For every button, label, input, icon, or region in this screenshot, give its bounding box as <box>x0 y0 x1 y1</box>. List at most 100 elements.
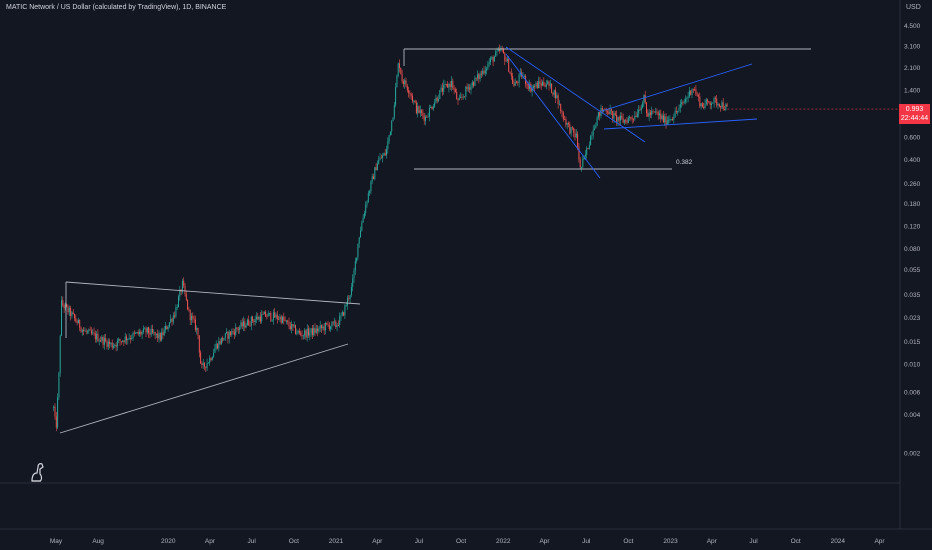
candle-body <box>71 312 73 317</box>
candle-body <box>217 343 219 349</box>
candle-body <box>709 102 711 106</box>
candle-body <box>201 363 203 366</box>
candle-body <box>721 102 723 108</box>
candle-body <box>675 111 677 113</box>
candle-body <box>613 113 615 119</box>
candle-body <box>266 316 268 318</box>
candle-body <box>265 311 267 317</box>
candle-body <box>499 48 501 51</box>
candle-body <box>634 115 636 120</box>
candle-body <box>584 154 586 157</box>
candle-body <box>441 87 443 92</box>
candle-body <box>552 92 554 95</box>
candle-body <box>179 289 181 297</box>
candle-body <box>648 112 650 117</box>
candle-body <box>272 312 274 321</box>
candle-body <box>149 333 151 335</box>
candle-body <box>107 341 109 347</box>
candle-body <box>313 328 315 336</box>
candle-body <box>287 320 289 322</box>
candle-body <box>404 80 406 85</box>
candle-body <box>370 181 372 192</box>
candle-body <box>664 116 666 123</box>
candle-body <box>536 83 538 89</box>
candle-body <box>467 87 469 89</box>
candle-body <box>691 89 693 95</box>
candle-body <box>620 115 622 121</box>
last-price: 0.993 <box>905 106 924 113</box>
candle-body <box>509 71 511 74</box>
candle-body <box>399 63 401 68</box>
candle-body <box>246 319 248 326</box>
price-tick-label: 0.023 <box>904 315 921 322</box>
candle-body <box>477 74 479 79</box>
candle-body <box>137 331 139 335</box>
candle-body <box>605 109 607 112</box>
candle-body <box>480 73 482 75</box>
candle-body <box>64 304 66 309</box>
candle-body <box>714 97 716 99</box>
candle-body <box>282 316 284 323</box>
candle-body <box>366 201 368 205</box>
candle-body <box>726 104 728 107</box>
candle-body <box>592 129 594 136</box>
candle-body <box>196 327 198 330</box>
candle-body <box>440 87 442 91</box>
candle-body <box>486 68 488 71</box>
candle-body <box>309 332 311 336</box>
candle-body <box>166 326 168 330</box>
candle-body <box>204 362 206 367</box>
last-price-tag: 0.993 22:44:44 <box>899 104 930 124</box>
candle-body <box>80 327 82 332</box>
candle-body <box>81 329 83 332</box>
candle-body <box>106 340 108 347</box>
candle-body <box>601 108 603 112</box>
candle-body <box>365 204 367 214</box>
candle-body <box>189 309 191 321</box>
candle-body <box>178 296 180 308</box>
candle-body <box>128 338 130 339</box>
candle-body <box>66 304 68 307</box>
candle-body <box>110 342 112 344</box>
candle-body <box>344 305 346 316</box>
candle-body <box>237 329 239 330</box>
candle-body <box>92 332 94 334</box>
candle-body <box>187 299 189 310</box>
candle-body <box>191 315 193 321</box>
time-tick-label: 2021 <box>329 538 344 545</box>
candle-body <box>279 316 281 320</box>
candle-body <box>487 63 489 69</box>
tradingview-logo-icon[interactable] <box>28 461 46 483</box>
candle-body <box>192 315 194 319</box>
candle-body <box>289 326 291 330</box>
candle-body <box>142 328 144 332</box>
candle-body <box>274 312 276 318</box>
time-tick-label: Apr <box>707 538 718 545</box>
candle-body <box>461 96 463 98</box>
price-tick-label: 0.002 <box>904 451 921 458</box>
candle-body <box>666 120 668 125</box>
candle-body <box>439 90 441 99</box>
candle-body <box>436 97 438 101</box>
candle-body <box>135 333 137 334</box>
time-axis[interactable]: May Aug 2020 Apr Jul Oct 2021 Apr Jul Oct 2022 Apr J… <box>50 538 886 545</box>
candle-body <box>124 336 126 343</box>
candle-body <box>262 314 264 315</box>
candle-body <box>538 81 540 89</box>
candle-body <box>412 96 414 102</box>
candle-body <box>618 116 620 121</box>
candle-body <box>396 75 398 88</box>
candle-body <box>493 56 495 62</box>
candle-body <box>638 109 640 114</box>
candle-body <box>291 324 293 330</box>
time-tick-label: Apr <box>372 538 383 545</box>
drawings[interactable]: 0.382 <box>59 46 900 434</box>
candle-body <box>518 74 520 83</box>
candle-body <box>647 113 649 117</box>
rising-channel-upper-line <box>601 63 753 112</box>
candle-body <box>549 83 551 86</box>
candle-body <box>712 102 714 104</box>
candle-body <box>395 87 397 105</box>
candle-body <box>75 317 77 322</box>
